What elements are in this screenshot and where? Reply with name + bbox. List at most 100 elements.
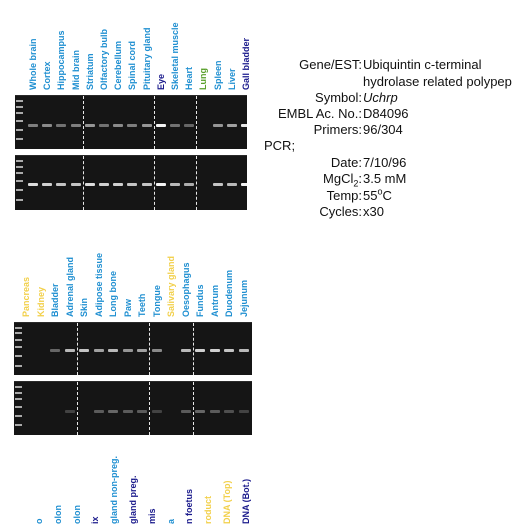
primers-key: Primers: xyxy=(314,122,362,137)
mgcl-key: MgCl2: xyxy=(323,171,362,186)
ladder-tick xyxy=(16,199,23,201)
lane-divider xyxy=(193,323,194,375)
gel-band xyxy=(65,349,75,352)
lane-label: DNA (Bot.) xyxy=(241,479,251,524)
lane-label: Pituitary gland xyxy=(142,27,152,90)
lane-divider xyxy=(83,156,84,210)
lane-label: o xyxy=(34,519,44,524)
cycles-key: Cycles: xyxy=(319,204,362,219)
ladder-tick xyxy=(16,112,23,114)
gel-band xyxy=(224,349,234,352)
lane-label: Teeth xyxy=(137,294,147,317)
lane-label: Mid brain xyxy=(71,50,81,90)
lane-divider xyxy=(154,156,155,210)
gel-band xyxy=(113,183,123,186)
lane-label: Duodenum xyxy=(224,270,234,317)
gel-band xyxy=(156,183,166,186)
ladder-tick xyxy=(15,398,22,400)
ladder-tick xyxy=(15,406,22,408)
panel2-gel-bottom xyxy=(14,381,252,435)
gel-band xyxy=(42,183,52,186)
mgcl-value: 3.5 mM xyxy=(363,171,406,186)
gel-band xyxy=(65,410,75,413)
lane-label: Adrenal gland xyxy=(65,257,75,317)
temp-key: Temp: xyxy=(327,188,362,203)
ladder-tick xyxy=(15,339,22,341)
gel-band xyxy=(137,349,147,352)
gel-band xyxy=(56,124,66,127)
temp-value: 55oC xyxy=(363,188,392,203)
ladder-tick xyxy=(16,129,23,131)
gene-key: Gene/EST: xyxy=(299,57,362,72)
lane-label: Paw xyxy=(123,299,133,317)
lane-label: Tongue xyxy=(152,285,162,317)
gel-band xyxy=(71,183,81,186)
gel-band xyxy=(79,349,89,352)
embl-key: EMBL Ac. No.: xyxy=(278,106,362,121)
lane-label: olon xyxy=(53,505,63,524)
gel-band xyxy=(50,349,60,352)
ladder-tick xyxy=(16,100,23,102)
embl-value: D84096 xyxy=(363,106,409,121)
gel-band xyxy=(108,410,118,413)
gel-band xyxy=(127,124,137,127)
gel-band xyxy=(99,183,109,186)
panel2-gel-top xyxy=(14,322,252,375)
ladder-tick xyxy=(16,120,23,122)
gel-band xyxy=(170,183,180,186)
gel-band xyxy=(239,349,249,352)
ladder-tick xyxy=(15,327,22,329)
lane-label: n foetus xyxy=(184,489,194,524)
gel-band xyxy=(123,410,133,413)
gel-band xyxy=(181,349,191,352)
gel-band xyxy=(113,124,123,127)
lane-label: olon xyxy=(72,505,82,524)
gel-band xyxy=(56,183,66,186)
gel-band xyxy=(152,349,162,352)
lane-label: ix xyxy=(90,516,100,524)
lane-label: Lung xyxy=(198,68,208,90)
gel-band xyxy=(127,183,137,186)
gel-band xyxy=(239,410,249,413)
pcr-label: PCR; xyxy=(264,138,295,153)
gel-band xyxy=(241,124,251,127)
ladder-tick xyxy=(15,365,22,367)
gel-band xyxy=(94,349,104,352)
lane-label: Olfactory bulb xyxy=(99,29,109,90)
gel-band xyxy=(85,124,95,127)
lane-label: Cerebellum xyxy=(113,41,123,90)
gel-band xyxy=(137,410,147,413)
lane-label: Long bone xyxy=(108,271,118,317)
lane-label: mis xyxy=(147,508,157,524)
gel-band xyxy=(142,124,152,127)
lane-divider xyxy=(77,323,78,375)
gel-band xyxy=(184,124,194,127)
ladder-tick xyxy=(15,424,22,426)
gel-band xyxy=(195,410,205,413)
lane-label: Oesophagus xyxy=(181,262,191,317)
gel-band xyxy=(227,124,237,127)
symbol-value: Uchrp xyxy=(363,90,398,105)
gel-band xyxy=(94,410,104,413)
lane-label: Salivary gland xyxy=(166,256,176,317)
primers-value: 96/304 xyxy=(363,122,403,137)
lane-label: Skin xyxy=(79,298,89,317)
gel-band xyxy=(152,410,162,413)
gel-band xyxy=(156,124,166,127)
lane-label: DNA (Top) xyxy=(222,481,232,524)
lane-label: a xyxy=(166,519,176,524)
ladder-tick xyxy=(15,355,22,357)
lane-label: Striatum xyxy=(85,53,95,90)
gel-band xyxy=(123,349,133,352)
ladder-tick xyxy=(16,166,23,168)
panel1-gel-bottom xyxy=(15,155,247,210)
gel-band xyxy=(28,124,38,127)
ladder-tick xyxy=(15,332,22,334)
gel-band xyxy=(108,349,118,352)
lane-label: Kidney xyxy=(36,287,46,317)
lane-label: Jejunum xyxy=(239,280,249,317)
ladder-tick xyxy=(15,346,22,348)
lane-divider xyxy=(196,156,197,210)
ladder-tick xyxy=(15,386,22,388)
ladder-tick xyxy=(16,180,23,182)
